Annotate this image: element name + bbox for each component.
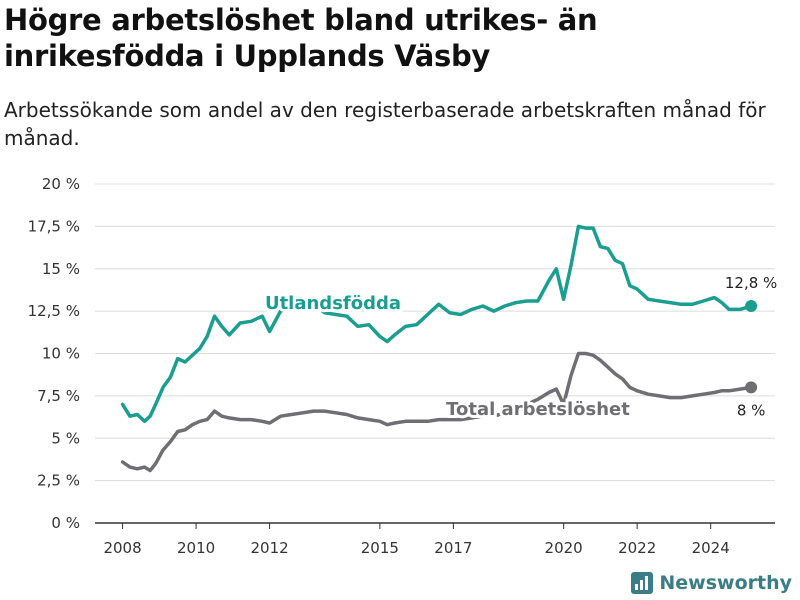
x-tick-label: 2008 (103, 539, 141, 557)
brand-name: Newsworthy (659, 572, 792, 594)
newsworthy-brand: Newsworthy (631, 572, 792, 594)
series-labels: Utlandsfödda Total arbetslöshet 12,8 % 8 % (262, 274, 777, 423)
bar-chart-icon (631, 572, 654, 594)
x-tick-label: 2012 (251, 539, 289, 557)
x-tick-label: 2024 (692, 539, 730, 557)
y-tick-label: 10 % (42, 345, 80, 363)
utlandsfodda-line (120, 224, 753, 424)
y-tick-label: 2,5 % (37, 472, 80, 490)
y-tick-label: 7,5 % (37, 387, 80, 405)
x-tick-label: 2022 (618, 539, 656, 557)
total-label: Total arbetslöshet (446, 399, 630, 420)
grid-lines (95, 183, 775, 524)
utlandsfodda-endpoint (745, 300, 758, 313)
total-end-label: 8 % (737, 401, 766, 419)
y-tick-label: 17,5 % (28, 217, 80, 235)
x-tick-label: 2020 (545, 539, 583, 557)
y-tick-label: 20 % (42, 175, 80, 193)
chart-subtitle: Arbetssökande som andel av den registerb… (4, 98, 766, 150)
y-tick-label: 15 % (42, 260, 80, 278)
total-endpoint (745, 381, 758, 394)
utlandsfodda-label: Utlandsfödda (265, 293, 401, 314)
x-axis-ticks: 2008 2010 2012 2015 2017 2020 2022 2024 (103, 523, 730, 557)
series-lines (120, 224, 758, 473)
y-axis-ticks: 0 % 2,5 % 5 % 7,5 % 10 % 12,5 % 15 % 17,5 % 20 % (28, 175, 80, 532)
y-tick-label: 5 % (51, 429, 80, 447)
chart-title: Högre arbetslöshet bland utrikes- än inr… (4, 3, 598, 73)
x-tick-label: 2017 (434, 539, 472, 557)
total-line (120, 351, 753, 473)
x-tick-label: 2010 (177, 539, 215, 557)
utlandsfodda-end-label: 12,8 % (725, 274, 777, 292)
y-tick-label: 12,5 % (28, 302, 80, 320)
y-tick-label: 0 % (51, 514, 80, 532)
x-tick-label: 2015 (361, 539, 399, 557)
